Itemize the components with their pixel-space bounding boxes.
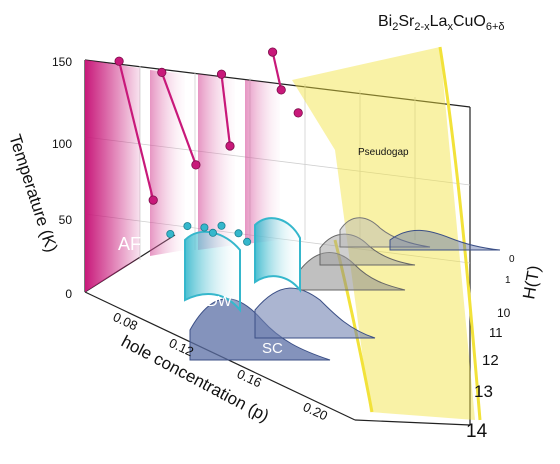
x-tick-label: 0.08 xyxy=(111,309,140,333)
pseudogap-boundary-front xyxy=(438,46,482,421)
z-tick-label: 1 xyxy=(505,275,511,286)
pseudogap-data-point xyxy=(157,67,167,78)
pseudogap-trend-line xyxy=(160,72,197,166)
cdw-data-point xyxy=(200,223,209,232)
pseudogap-data-point xyxy=(267,47,278,57)
sc-dome xyxy=(339,217,431,248)
af-strip xyxy=(150,70,185,256)
pseudogap-data-point xyxy=(293,108,303,118)
z-tick-label: 14 xyxy=(466,421,488,442)
z-tick-label: 13 xyxy=(474,382,493,401)
sc-domes xyxy=(189,217,501,361)
pseudogap-trend-line xyxy=(220,74,232,147)
z-tick-label: 0 xyxy=(509,254,515,265)
z-tick-label: 12 xyxy=(482,352,499,369)
pseudogap-data-point xyxy=(276,85,286,95)
pseudogap-trend-line xyxy=(271,51,283,91)
cdw-data-point xyxy=(217,221,226,230)
z-tick-label: 10 xyxy=(497,306,511,320)
sc-dome xyxy=(319,233,416,266)
cdw-region xyxy=(254,217,301,293)
x-tick-label: 0.16 xyxy=(235,366,264,390)
box-edge xyxy=(354,419,471,426)
z-axis-label: H(T) xyxy=(519,264,544,301)
sc-dome xyxy=(254,287,376,339)
y-tick-label: 0 xyxy=(65,287,72,301)
pseudogap-label: Pseudogap xyxy=(358,147,409,158)
af-label: AF xyxy=(118,234,141,254)
pseudogap-data-point xyxy=(191,160,201,170)
pseudogap-data-point xyxy=(225,141,235,151)
sc-label: SC xyxy=(262,340,283,357)
box-edge xyxy=(84,59,471,108)
af-strip xyxy=(245,80,280,244)
pseudogap-plane xyxy=(292,47,475,420)
y-axis: 0 50 100 150 Temperature (K) xyxy=(5,55,72,301)
pseudogap-data-point xyxy=(216,69,227,79)
y-tick-label: 50 xyxy=(59,213,73,227)
data-marks xyxy=(114,47,303,246)
pseudogap-data-point xyxy=(148,195,158,205)
cdw-label: CDW xyxy=(196,293,233,310)
sc-dome xyxy=(389,229,501,251)
af-region xyxy=(85,60,140,292)
pseudogap-trend-line xyxy=(118,60,155,201)
cdw-region xyxy=(184,230,241,313)
cdw-data-point xyxy=(208,228,217,237)
z-axis: 0 1 10 11 12 13 14 H(T) xyxy=(466,254,544,442)
cdw-data-point xyxy=(166,229,175,238)
z-tick-label: 11 xyxy=(489,325,503,340)
x-tick-label: 0.20 xyxy=(301,399,330,423)
cdw-data-point xyxy=(234,229,243,238)
chart-title: Bi2Sr2-xLaxCuO6+δ xyxy=(378,13,505,33)
cdw-data-point xyxy=(183,222,192,231)
pseudogap-data-point xyxy=(114,56,124,66)
cdw-data-point xyxy=(243,237,252,246)
y-tick-label: 150 xyxy=(52,55,72,69)
y-tick-label: 100 xyxy=(52,137,72,151)
